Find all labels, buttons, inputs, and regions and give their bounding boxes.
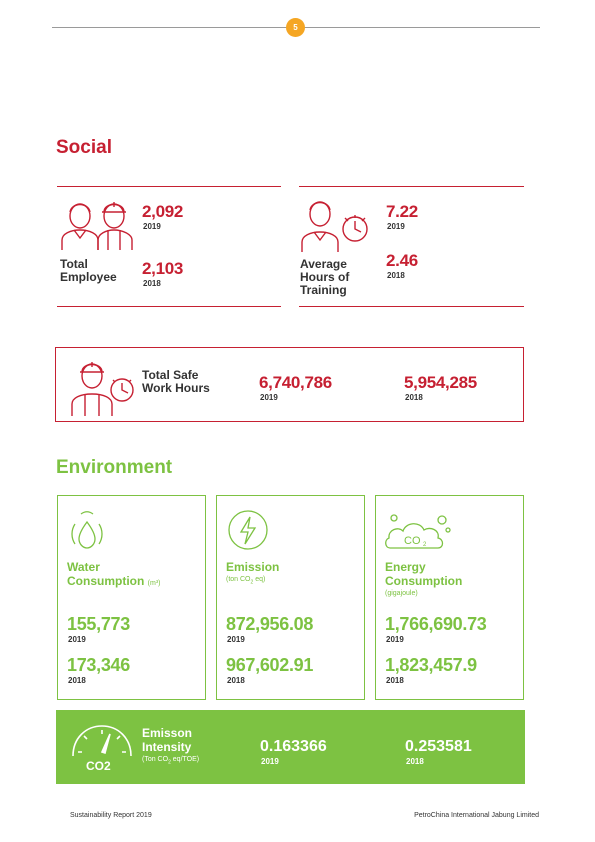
water-label: Water Consumption (m³) [67,560,161,588]
energy-2018-year: 2018 [386,676,404,685]
co2-icon-text: CO [404,535,421,547]
energy-label: Energy Consumption (gigajoule) [385,560,463,597]
safe-hours-label: Total Safe Work Hours [142,368,210,395]
emission-2019-year: 2019 [227,635,245,644]
footer-report-title: Sustainability Report 2019 [70,812,152,819]
energy-2019-value: 1,766,690.73 [385,614,487,634]
divider-line [299,306,524,307]
trainee-clock-icon [300,196,372,252]
intensity-2019-year: 2019 [261,757,279,766]
safe-hours-2018-value: 5,954,285 [404,373,477,392]
divider-line [299,186,524,187]
safe-hours-2018-year: 2018 [405,393,423,402]
co2-icon-sub: 2 [423,542,427,548]
safe-hours-2019-year: 2019 [260,393,278,402]
water-2019-year: 2019 [68,635,86,644]
energy-2019-year: 2019 [386,635,404,644]
safe-work-hours-card [55,347,524,422]
page-number-badge: 5 [286,18,305,37]
emission-2019-value: 872,956.08 [226,614,314,634]
water-2019-value: 155,773 [67,614,130,634]
emission-2018-year: 2018 [227,676,245,685]
gauge-co2-text: CO2 [86,759,111,773]
hardhat-clock-icon [68,354,136,416]
energy-2018-value: 1,823,457.9 [385,655,477,675]
environment-section-title: Environment [56,457,173,478]
intensity-label: Emisson Intensity (Ton CO2 eq/TOE) [142,726,200,766]
employees-2019-year: 2019 [143,222,161,231]
divider-line [57,186,281,187]
training-2019-value: 7.22 [386,202,418,221]
water-drop-icon [67,508,107,552]
intensity-2018-year: 2018 [406,757,424,766]
emission-intensity-bar [56,710,525,784]
safe-hours-2019-value: 6,740,786 [259,373,332,392]
social-section-title: Social [56,137,112,158]
training-label: Average Hours of Training [300,257,350,297]
energy-card [375,495,524,700]
lightning-icon [226,508,270,552]
water-2018-year: 2018 [68,676,86,685]
emission-label: Emission (ton CO2 eq) [226,560,280,586]
emission-card [216,495,365,700]
divider-line [57,306,281,307]
intensity-2018-value: 0.253581 [405,738,472,755]
employees-2018-year: 2018 [143,279,161,288]
water-2018-value: 173,346 [67,655,130,675]
employees-2019-value: 2,092 [142,202,184,221]
footer-company-name: PetroChina International Jabung Limited [414,812,539,819]
training-2018-value: 2.46 [386,251,418,270]
employees-2018-value: 2,103 [142,259,184,278]
workers-icon [60,196,136,250]
co2-cloud-icon: CO 2 [384,510,452,552]
water-card [57,495,206,700]
gauge-icon: CO2 [70,722,134,774]
emission-2018-value: 967,602.91 [226,655,314,675]
training-2019-year: 2019 [387,222,405,231]
employees-label: Total Employee [60,257,117,284]
training-2018-year: 2018 [387,271,405,280]
intensity-2019-value: 0.163366 [260,738,327,755]
